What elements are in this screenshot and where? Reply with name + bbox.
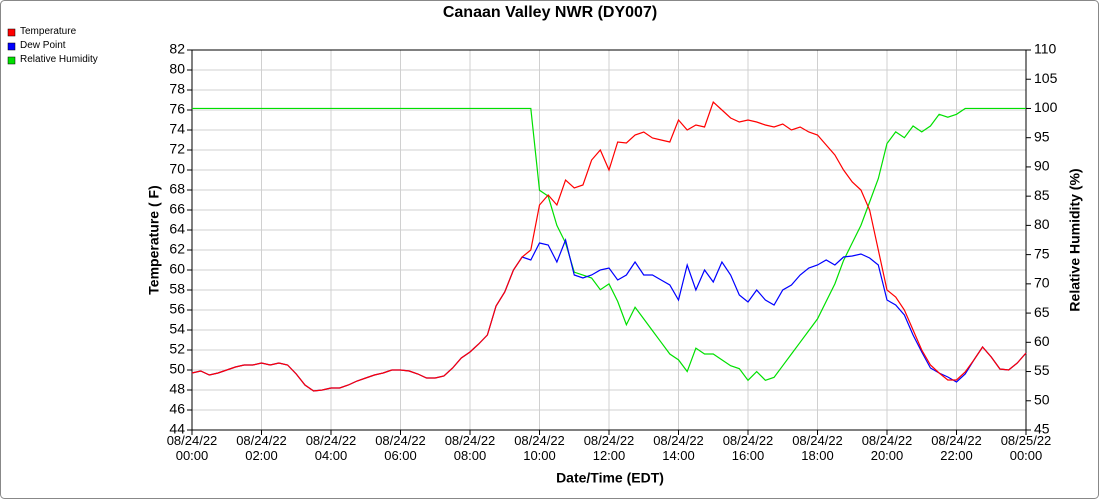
y2-tick-label: 65 xyxy=(1034,304,1050,320)
x-tick-label: 08/24/22 02:00 xyxy=(236,433,287,463)
x-tick-label: 08/24/22 22:00 xyxy=(931,433,982,463)
y2-tick-label: 95 xyxy=(1034,128,1050,144)
x-tick-label: 08/24/22 20:00 xyxy=(861,433,913,463)
y2-tick-label: 105 xyxy=(1034,70,1058,86)
y-tick-label: 66 xyxy=(169,201,185,217)
legend-label: Temperature xyxy=(20,26,77,37)
x-tick-label: 08/24/22 12:00 xyxy=(583,433,635,463)
y-tick-label: 68 xyxy=(169,181,185,197)
x-tick-label: 08/24/22 14:00 xyxy=(653,433,704,463)
x-tick-label: 08/25/22 00:00 xyxy=(1000,433,1052,463)
y2-tick-label: 55 xyxy=(1034,362,1050,378)
y2-tick-label: 85 xyxy=(1034,187,1050,203)
y-tick-label: 82 xyxy=(169,41,185,57)
chart-title: Canaan Valley NWR (DY007) xyxy=(443,4,657,21)
legend-swatch xyxy=(7,56,16,65)
y-axis-label: Temperature ( F) xyxy=(146,185,162,294)
y-tick-label: 70 xyxy=(169,161,185,177)
legend-label: Relative Humidity xyxy=(20,54,98,65)
series-line xyxy=(191,100,1027,392)
y-tick-label: 54 xyxy=(169,321,185,337)
y-tick-label: 60 xyxy=(169,261,185,277)
y2-tick-label: 80 xyxy=(1034,216,1050,232)
x-tick-label: 08/24/22 10:00 xyxy=(514,433,565,463)
series-line xyxy=(192,107,1026,382)
y-tick-label: 50 xyxy=(169,361,185,377)
y-tick-label: 58 xyxy=(169,281,185,297)
y2-axis-label: Relative Humidity (%) xyxy=(1067,168,1083,311)
y-tick-label: 76 xyxy=(169,101,185,117)
y-tick-label: 56 xyxy=(169,301,185,317)
y2-tick-label: 110 xyxy=(1034,41,1057,57)
y2-tick-label: 75 xyxy=(1034,245,1050,261)
y-tick-label: 44 xyxy=(169,421,185,437)
y2-tick-label: 45 xyxy=(1034,421,1050,437)
y2-tick-label: 70 xyxy=(1034,275,1050,291)
y2-tick-label: 50 xyxy=(1034,391,1050,407)
x-tick-label: 08/24/22 06:00 xyxy=(375,433,426,463)
x-axis-label: Date/Time (EDT) xyxy=(556,470,664,486)
y-tick-label: 46 xyxy=(169,401,185,417)
legend-swatch xyxy=(7,28,16,37)
y-tick-label: 78 xyxy=(169,81,185,97)
y-tick-label: 72 xyxy=(169,141,185,157)
x-tick-label: 08/24/22 16:00 xyxy=(722,433,774,463)
legend-swatch xyxy=(7,42,16,51)
y2-tick-label: 90 xyxy=(1034,158,1050,174)
y-tick-label: 62 xyxy=(169,241,185,257)
y-tick-label: 80 xyxy=(169,61,185,77)
y-tick-label: 74 xyxy=(169,121,185,137)
y-tick-label: 64 xyxy=(169,221,185,237)
x-tick-label: 08/24/22 18:00 xyxy=(792,433,843,463)
x-tick-label: 08/24/22 00:00 xyxy=(166,433,218,463)
legend-label: Dew Point xyxy=(20,40,66,51)
x-tick-label: 08/24/22 08:00 xyxy=(444,433,496,463)
plot-border xyxy=(191,49,1027,431)
y2-tick-label: 60 xyxy=(1034,333,1050,349)
y-tick-label: 52 xyxy=(169,341,185,357)
y2-tick-label: 100 xyxy=(1034,99,1058,115)
y-tick-label: 48 xyxy=(169,381,185,397)
x-tick-label: 08/24/22 04:00 xyxy=(305,433,357,463)
